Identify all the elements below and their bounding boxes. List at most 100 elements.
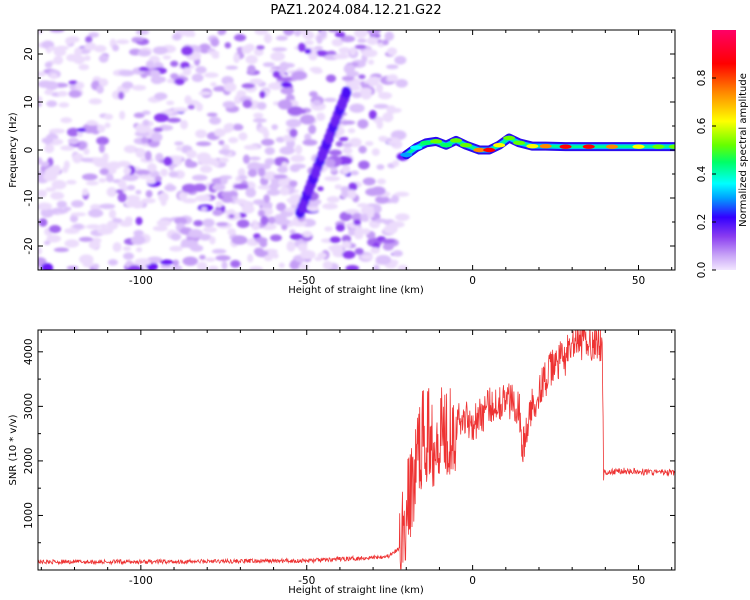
noise-blob xyxy=(98,78,109,87)
noise-blob xyxy=(58,102,70,108)
noise-blob xyxy=(314,199,322,205)
snr-y-ticks: 1000 2000 3000 4000 xyxy=(23,338,675,544)
noise-blob xyxy=(88,98,102,105)
noise-blob xyxy=(121,176,133,181)
noise-blob xyxy=(47,165,59,176)
noise-blob xyxy=(112,217,120,223)
noise-blob xyxy=(218,149,231,155)
noise-blob xyxy=(382,112,394,123)
noise-blob xyxy=(76,127,87,133)
noise-blob xyxy=(204,257,216,262)
noise-blob xyxy=(185,161,198,168)
noise-blob xyxy=(324,226,333,232)
noise-blob xyxy=(277,99,293,110)
signal-point xyxy=(513,140,526,145)
colorbar-tick-label: 0.8 xyxy=(696,70,708,87)
noise-blob xyxy=(228,137,239,144)
noise-blob xyxy=(277,166,288,174)
colorbar-tick-label: 0.6 xyxy=(696,117,708,134)
noise-blob xyxy=(182,198,197,204)
noise-blob xyxy=(115,189,124,194)
noise-blob xyxy=(342,143,353,148)
noise-blob xyxy=(378,135,388,142)
noise-blob xyxy=(144,150,152,161)
noise-blob xyxy=(228,214,235,219)
noise-blob xyxy=(145,60,155,69)
noise-blob xyxy=(160,197,167,207)
noise-blob xyxy=(195,129,207,139)
noise-blob xyxy=(126,184,136,191)
signal-point xyxy=(559,144,572,149)
streak-blob xyxy=(341,86,352,99)
noise-blob xyxy=(196,152,211,162)
noise-blob xyxy=(364,141,374,146)
noise-blob xyxy=(280,81,292,88)
noise-blob xyxy=(341,234,352,243)
noise-blob xyxy=(233,53,240,64)
noise-blob xyxy=(163,156,173,167)
noise-blob xyxy=(320,30,327,38)
noise-blob xyxy=(245,55,258,64)
noise-blob xyxy=(224,42,232,49)
noise-blob xyxy=(192,183,207,192)
noise-blob xyxy=(218,157,229,163)
noise-blob xyxy=(342,164,351,175)
noise-blob xyxy=(82,123,99,134)
noise-blob xyxy=(304,40,314,46)
noise-blob xyxy=(299,114,316,125)
noise-blob xyxy=(198,91,212,96)
noise-blob xyxy=(209,236,216,245)
noise-blob xyxy=(284,207,299,213)
noise-blob xyxy=(375,83,384,94)
noise-blob xyxy=(208,116,222,125)
signal-point xyxy=(632,144,645,149)
noise-blob xyxy=(85,35,93,44)
noise-blob xyxy=(214,128,226,138)
noise-blob xyxy=(68,80,79,85)
noise-blob xyxy=(234,94,242,105)
noise-blob xyxy=(80,157,94,163)
noise-blob xyxy=(60,117,73,124)
noise-blob xyxy=(178,191,187,201)
noise-blob xyxy=(332,248,346,258)
noise-blob xyxy=(118,69,135,77)
noise-blob xyxy=(249,266,263,270)
noise-blob xyxy=(202,218,215,228)
noise-blob xyxy=(314,46,324,51)
noise-blob xyxy=(46,100,58,108)
noise-blob xyxy=(394,55,407,65)
noise-blob xyxy=(174,78,185,86)
noise-blob xyxy=(275,35,288,41)
noise-blob xyxy=(97,227,114,235)
noise-blob xyxy=(117,180,127,189)
snr-y-label: SNR (10 * v/v) xyxy=(8,414,19,485)
noise-blob xyxy=(152,225,168,232)
noise-blob xyxy=(79,254,94,265)
noise-blob xyxy=(119,110,126,120)
noise-blob xyxy=(279,146,295,155)
noise-blob xyxy=(104,122,111,129)
noise-blob xyxy=(215,200,223,208)
noise-blob xyxy=(92,263,100,269)
spectrogram-x-tick-label: 50 xyxy=(632,275,645,287)
noise-blob xyxy=(202,226,217,233)
noise-blob xyxy=(357,38,367,43)
noise-blob xyxy=(279,61,289,72)
signal-point xyxy=(430,139,443,144)
noise-blob xyxy=(193,220,204,227)
noise-blob xyxy=(145,190,153,198)
noise-blob xyxy=(358,74,366,80)
noise-blob xyxy=(349,46,357,56)
noise-blob xyxy=(247,169,258,178)
noise-blob xyxy=(180,119,188,130)
noise-blob xyxy=(221,261,228,270)
spectrogram-noise-blobs xyxy=(38,30,410,270)
noise-blob xyxy=(308,124,317,135)
noise-blob xyxy=(65,37,73,45)
spectrogram-y-tick-label: 0 xyxy=(23,147,35,154)
noise-blob xyxy=(40,208,54,218)
noise-blob xyxy=(252,118,267,123)
noise-blob xyxy=(184,95,192,105)
noise-blob xyxy=(251,222,260,231)
noise-blob xyxy=(371,148,380,156)
